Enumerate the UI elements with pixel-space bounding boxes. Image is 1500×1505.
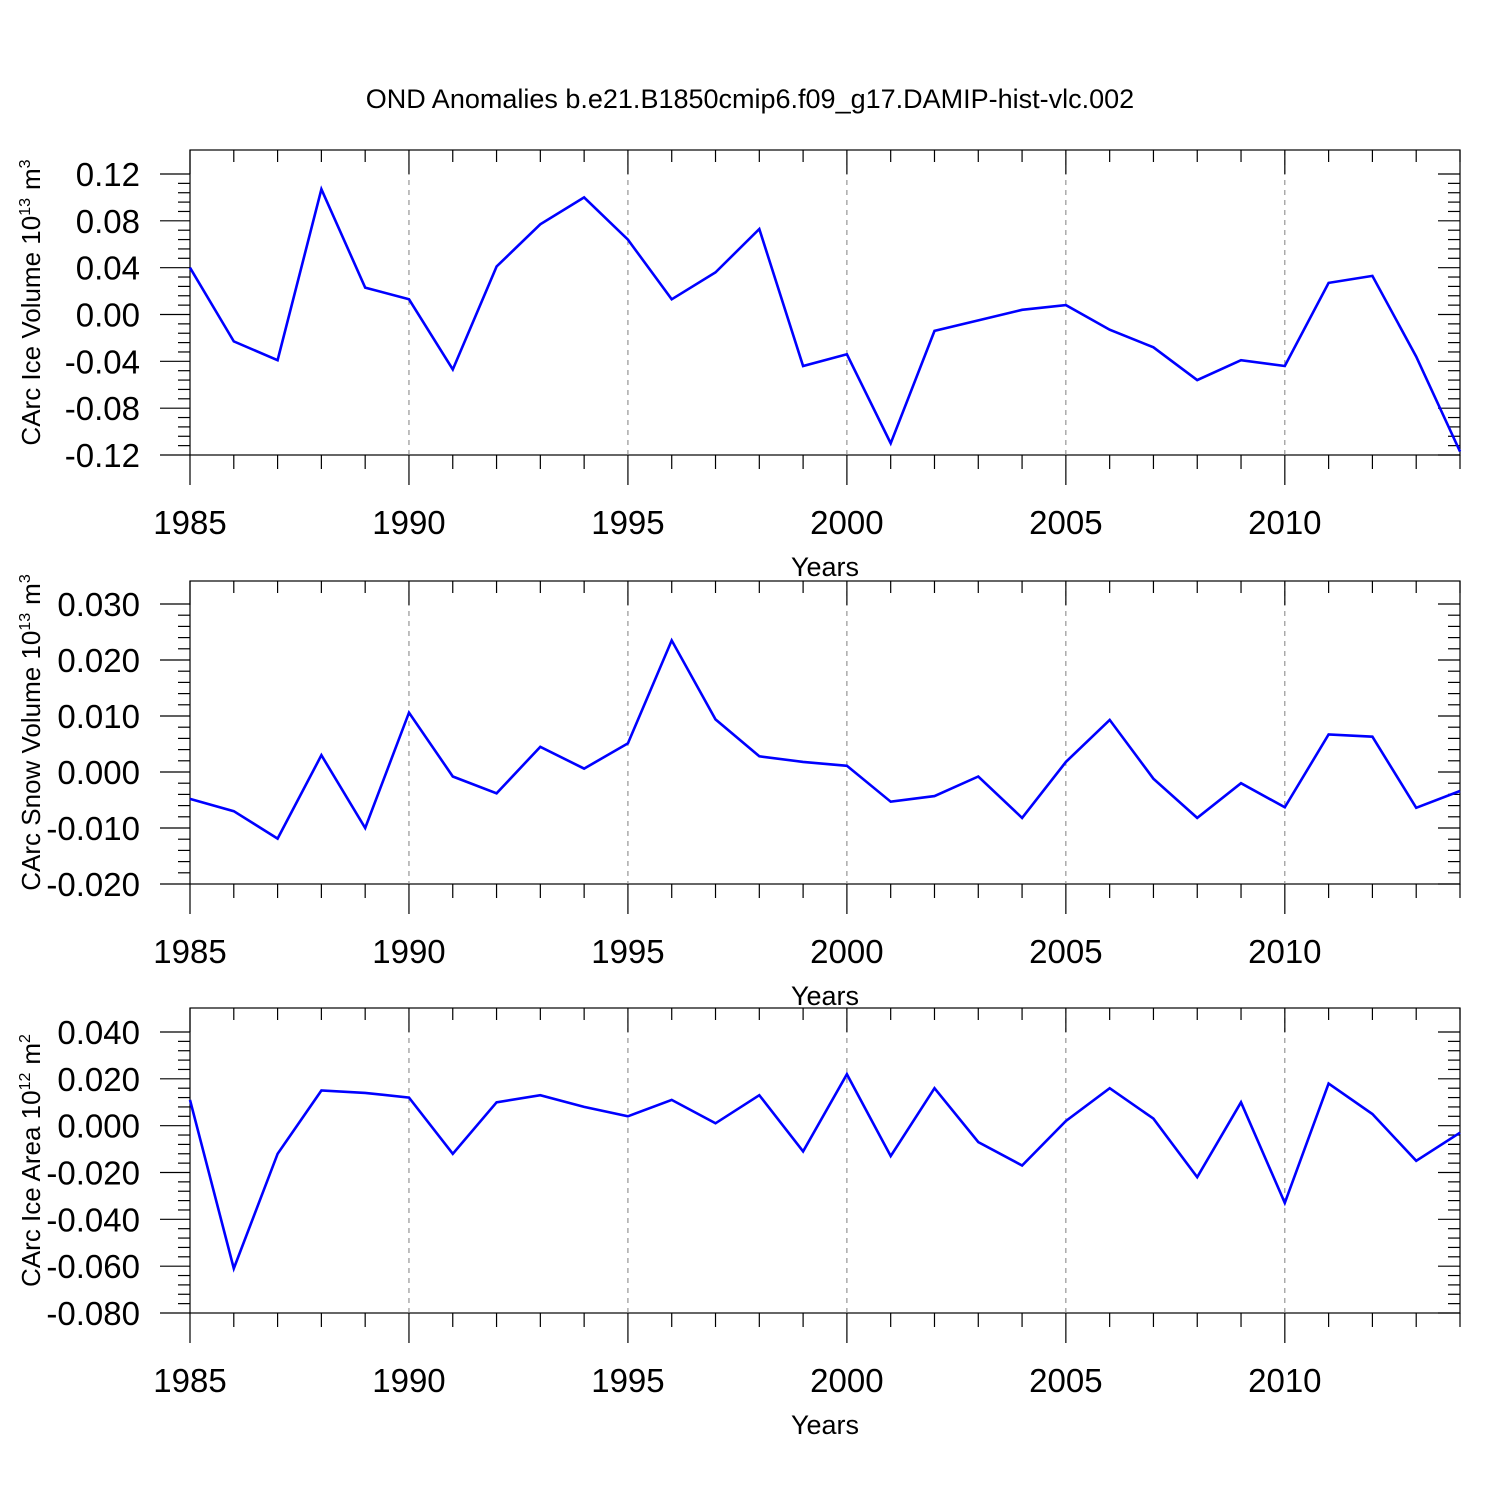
y-axis-label-unit-exponent: 3 <box>17 574 34 583</box>
y-axis-label: CArc Snow Volume 1013 m3 <box>16 574 46 891</box>
y-tick-label: -0.08 <box>65 390 140 427</box>
y-axis-label-unit: m <box>16 1043 46 1065</box>
x-tick-label: 2005 <box>1029 504 1102 541</box>
y-tick-label: -0.080 <box>46 1295 140 1332</box>
plot-frame <box>189 149 1461 456</box>
y-axis-label: CArc Ice Area 1012 m2 <box>16 1034 46 1287</box>
y-axis-label-exponent: 13 <box>17 613 34 631</box>
y-tick-label: 0.000 <box>57 754 140 791</box>
x-tick-label: 1995 <box>591 504 664 541</box>
x-axis-label: Years <box>791 552 859 582</box>
x-tick-label: 1985 <box>153 933 226 970</box>
y-axis-label-unit: m <box>16 168 46 190</box>
y-axis-label-exponent: 12 <box>17 1073 34 1091</box>
series-line <box>189 637 1461 841</box>
x-tick-label: 1985 <box>153 1362 226 1399</box>
y-axis-label-main: CArc Ice Area 10 <box>16 1090 46 1287</box>
y-tick-label: -0.020 <box>46 1155 140 1192</box>
x-tick-label: 2000 <box>810 504 883 541</box>
y-tick-label: 0.000 <box>57 1108 140 1145</box>
y-axis-label-unit-exponent: 2 <box>17 1034 34 1043</box>
x-tick-label: 1995 <box>591 933 664 970</box>
y-tick-label: 0.00 <box>76 297 140 334</box>
y-tick-label: 0.020 <box>57 1061 140 1098</box>
y-tick-label: -0.04 <box>65 343 140 380</box>
x-tick-label: 2000 <box>810 1362 883 1399</box>
panel-1: 1985 1990 1995 2000 2005 2010 Years 0.12 0.08 0.0… <box>16 149 1462 582</box>
y-tick-label: -0.060 <box>46 1248 140 1285</box>
y-tick-label: 0.04 <box>76 250 140 287</box>
y-tick-label: 0.030 <box>57 586 140 623</box>
series-line <box>188 185 1462 453</box>
y-axis-label-unit: m <box>16 583 46 605</box>
y-tick-label: 0.040 <box>57 1014 140 1051</box>
x-tick-label: 1990 <box>372 504 445 541</box>
y-axis-label-main: CArc Ice Volume 10 <box>16 216 46 446</box>
y-axis-label-unit-exponent: 3 <box>17 159 34 168</box>
y-tick-label: 0.020 <box>57 642 140 679</box>
x-tick-label: 1995 <box>591 1362 664 1399</box>
y-tick-label: 0.08 <box>76 203 140 240</box>
x-tick-label: 1990 <box>372 1362 445 1399</box>
y-axis-label-exponent: 13 <box>17 198 34 216</box>
panel-3: 1985 1990 1995 2000 2005 2010 Years 0.040 0.020 0… <box>16 1007 1461 1440</box>
plot-frame <box>189 1007 1461 1314</box>
x-tick-label: 2010 <box>1248 933 1321 970</box>
x-tick-label: 2000 <box>810 933 883 970</box>
y-tick-label: -0.040 <box>46 1201 140 1238</box>
x-tick-label: 2010 <box>1248 504 1321 541</box>
panel-2: 1985 1990 1995 2000 2005 2010 Years 0.030 0.020 0… <box>16 574 1461 1011</box>
chart-title: OND Anomalies b.e21.B1850cmip6.f09_g17.D… <box>365 84 1135 114</box>
y-tick-label: -0.12 <box>65 437 140 474</box>
x-tick-label: 2005 <box>1029 1362 1102 1399</box>
y-tick-label: 0.010 <box>57 698 140 735</box>
plot-frame <box>189 580 1461 885</box>
x-tick-label: 1990 <box>372 933 445 970</box>
x-tick-label: 2010 <box>1248 1362 1321 1399</box>
series-line <box>188 1071 1461 1273</box>
x-tick-label: 1985 <box>153 504 226 541</box>
y-axis-label: CArc Ice Volume 1013 m3 <box>16 159 46 445</box>
y-tick-label: -0.010 <box>46 810 140 847</box>
y-tick-label: -0.020 <box>46 866 140 903</box>
y-axis-label-main: CArc Snow Volume 10 <box>16 631 46 891</box>
x-axis-label: Years <box>791 1410 859 1440</box>
x-axis-label: Years <box>791 981 859 1011</box>
y-tick-label: 0.12 <box>76 156 140 193</box>
x-tick-label: 2005 <box>1029 933 1102 970</box>
